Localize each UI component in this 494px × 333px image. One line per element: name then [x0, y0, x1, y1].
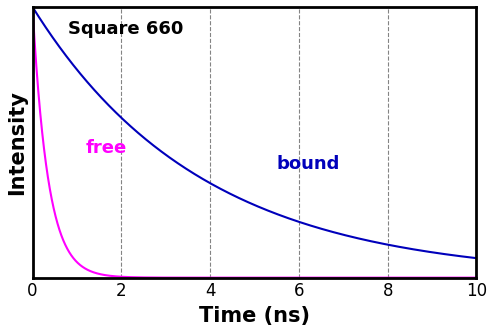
X-axis label: Time (ns): Time (ns) — [199, 306, 310, 326]
Text: Square 660: Square 660 — [68, 20, 183, 39]
Text: free: free — [86, 139, 127, 157]
Text: bound: bound — [277, 155, 340, 173]
Y-axis label: Intensity: Intensity — [7, 90, 27, 195]
